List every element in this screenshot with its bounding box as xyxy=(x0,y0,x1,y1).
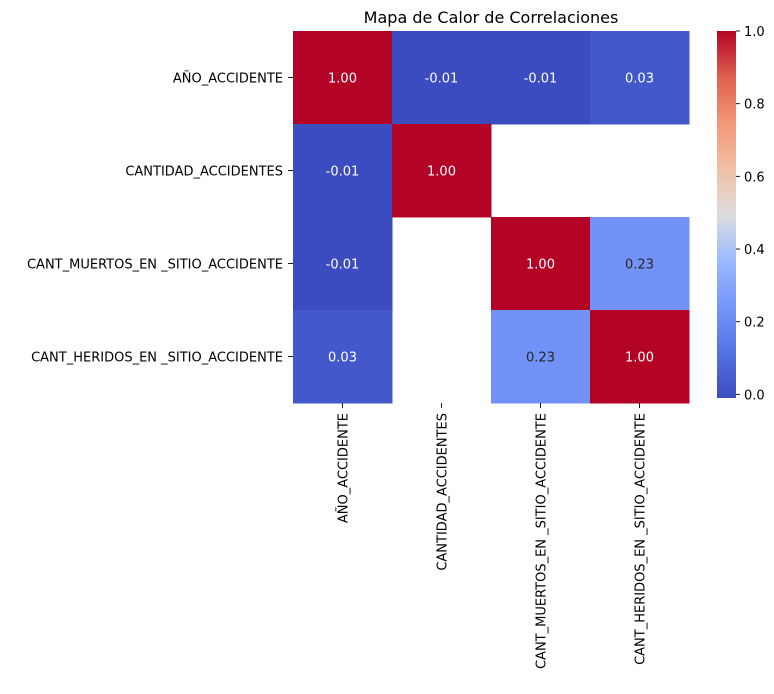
cell-value-label-r0-c1: -0.01 xyxy=(425,72,459,87)
heatmap-cell-r3-c3 xyxy=(590,310,690,404)
cell-value-label-r0-c3: 0.03 xyxy=(625,72,654,87)
cell-value-label-r2-c0: -0.01 xyxy=(326,258,360,273)
colorbar-tick-label-3: 0.6 xyxy=(744,170,765,185)
cell-value-label-r1-c0: -0.01 xyxy=(326,165,360,180)
cell-value-label-r3-c0: 0.03 xyxy=(328,351,357,366)
colorbar-tick-label-2: 0.4 xyxy=(744,243,765,258)
heatmap-cells xyxy=(293,31,690,404)
x-tick-label-1: CANTIDAD_ACCIDENTES xyxy=(436,413,451,571)
heatmap-cell-labels: 1.00 -0.01 -0.01 0.03 -0.01 1.00 -0.01 1.00 0.23… xyxy=(326,72,654,366)
cell-value-label-r0-c2: -0.01 xyxy=(524,72,558,87)
heatmap-cell-r0-c3 xyxy=(590,31,690,125)
cell-value-label-r3-c3: 1.00 xyxy=(625,351,654,366)
y-tick-label-2: CANT_MUERTOS_EN _SITIO_ACCIDENTE xyxy=(27,258,283,273)
cell-value-label-r3-c2: 0.23 xyxy=(526,351,555,366)
y-axis-tick-labels: AÑO_ACCIDENTE CANTIDAD_ACCIDENTES CANT_MUE… xyxy=(27,71,293,366)
colorbar-tick-label-1: 0.2 xyxy=(744,316,765,331)
heatmap-cell-r0-c1 xyxy=(392,31,492,125)
heatmap-cell-r2-c2 xyxy=(491,217,591,311)
heatmap-cell-r2-c3 xyxy=(590,217,690,311)
heatmap-cell-r3-c0 xyxy=(293,310,393,404)
colorbar: 0.0 0.2 0.4 0.6 0.8 1.0 xyxy=(717,25,765,403)
colorbar-tick-label-5: 1.0 xyxy=(744,25,765,40)
cell-value-label-r2-c3: 0.23 xyxy=(625,258,654,273)
cell-value-label-r2-c2: 1.00 xyxy=(526,258,555,273)
heatmap-cell-r1-c1 xyxy=(392,124,492,218)
y-tick-label-0: AÑO_ACCIDENTE xyxy=(173,71,283,87)
heatmap-cell-r2-c0 xyxy=(293,217,393,311)
heatmap-cell-r0-c0 xyxy=(293,31,393,125)
heatmap-cell-r3-c2 xyxy=(491,310,591,404)
colorbar-tick-label-4: 0.8 xyxy=(744,98,765,113)
cell-value-label-r0-c0: 1.00 xyxy=(328,72,357,87)
x-tick-label-3: CANT_HERIDOS_EN _SITIO_ACCIDENTE xyxy=(634,413,649,665)
colorbar-tick-label-0: 0.0 xyxy=(744,388,765,403)
x-axis-tick-labels: AÑO_ACCIDENTE CANTIDAD_ACCIDENTES CANT_MUE… xyxy=(336,403,649,669)
x-tick-label-0: AÑO_ACCIDENTE xyxy=(336,413,352,523)
cell-value-label-r1-c1: 1.00 xyxy=(427,165,456,180)
colorbar-gradient xyxy=(717,31,736,398)
heatmap-cell-r1-c0 xyxy=(293,124,393,218)
chart-title: Mapa de Calor de Correlaciones xyxy=(364,8,619,27)
heatmap-cell-r0-c2 xyxy=(491,31,591,125)
y-tick-label-3: CANT_HERIDOS_EN _SITIO_ACCIDENTE xyxy=(31,351,283,366)
x-tick-label-2: CANT_MUERTOS_EN _SITIO_ACCIDENTE xyxy=(535,413,550,669)
y-tick-label-1: CANTIDAD_ACCIDENTES xyxy=(125,165,283,180)
